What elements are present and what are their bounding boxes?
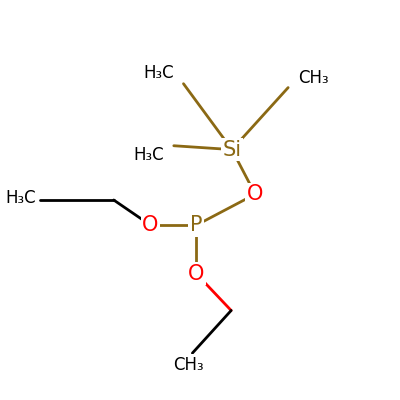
Text: O: O xyxy=(247,184,263,204)
Text: H₃C: H₃C xyxy=(143,64,174,82)
Text: O: O xyxy=(142,215,159,235)
Text: Si: Si xyxy=(222,140,242,160)
Text: O: O xyxy=(188,264,204,284)
Text: CH₃: CH₃ xyxy=(173,356,204,374)
Text: H₃C: H₃C xyxy=(6,189,36,207)
Text: P: P xyxy=(190,215,202,235)
Text: CH₃: CH₃ xyxy=(298,69,328,87)
Text: H₃C: H₃C xyxy=(134,146,164,164)
